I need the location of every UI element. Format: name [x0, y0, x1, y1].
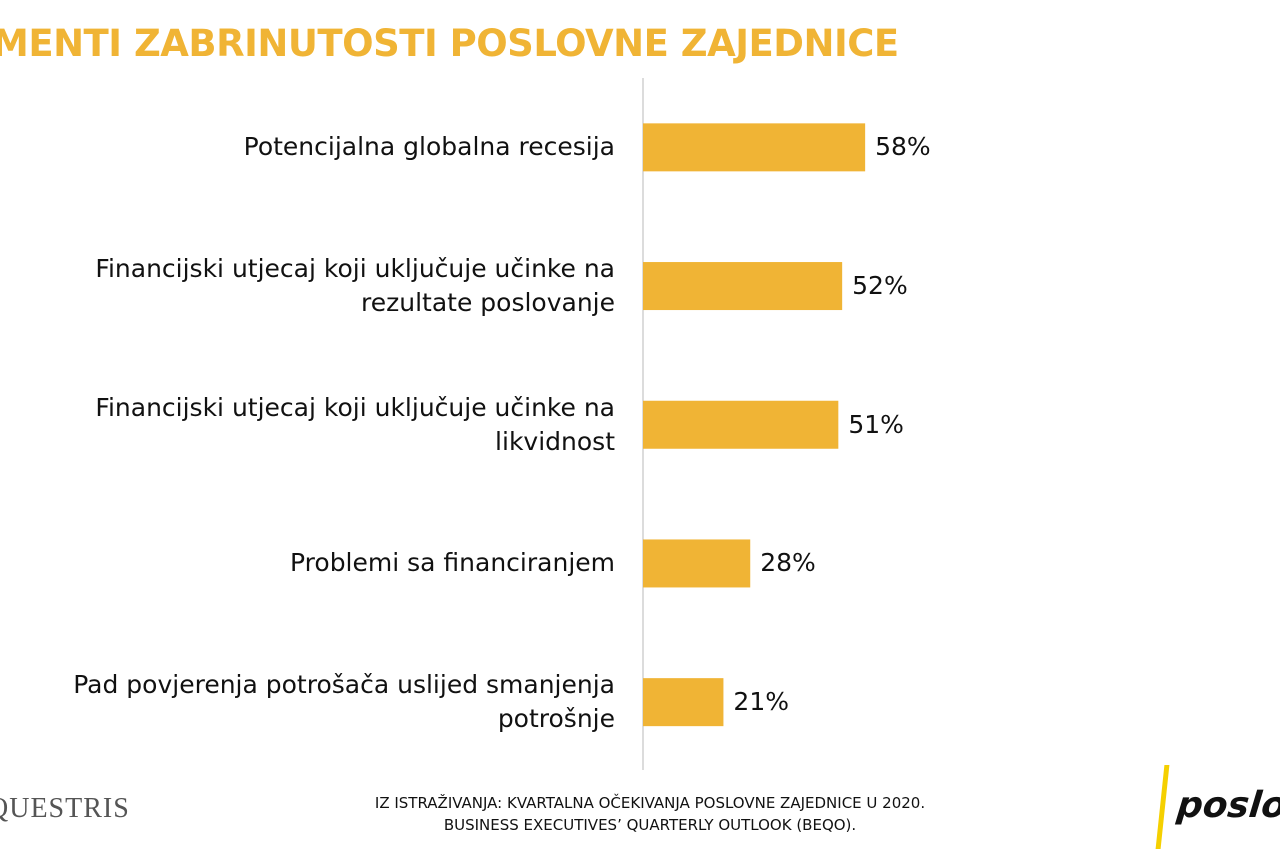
- value-label: 51%: [848, 409, 904, 439]
- source-line: IZ ISTRAŽIVANJA: KVARTALNA OČEKIVANJA PO…: [374, 794, 926, 812]
- category-label: Financijski utjecaj koji uključuje učink…: [95, 254, 615, 318]
- chart-title: MENTI ZABRINUTOSTI POSLOVNE ZAJEDNICE: [0, 22, 899, 65]
- bar: [643, 678, 724, 727]
- value-label: 21%: [733, 687, 789, 717]
- bar: [643, 123, 866, 172]
- category-label: Pad povjerenja potrošača uslijed smanjen…: [73, 670, 615, 734]
- source-line: BUSINESS EXECUTIVES’ QUARTERLY OUTLOOK (…: [443, 816, 857, 834]
- category-label: Potencijalna globalna recesija: [243, 132, 615, 162]
- bar: [643, 539, 751, 588]
- source-note: IZ ISTRAŽIVANJA: KVARTALNA OČEKIVANJA PO…: [0, 792, 1280, 836]
- logo-text: poslovn: [1175, 785, 1280, 826]
- value-label: 28%: [760, 548, 816, 578]
- value-label: 52%: [852, 271, 908, 301]
- value-label: 58%: [875, 132, 931, 162]
- category-label: Problemi sa financiranjem: [290, 548, 615, 578]
- logo: QUESTRIS: [0, 793, 130, 824]
- bar: [643, 262, 843, 311]
- category-label: Financijski utjecaj koji uključuje učink…: [95, 392, 615, 456]
- bar: [643, 400, 839, 449]
